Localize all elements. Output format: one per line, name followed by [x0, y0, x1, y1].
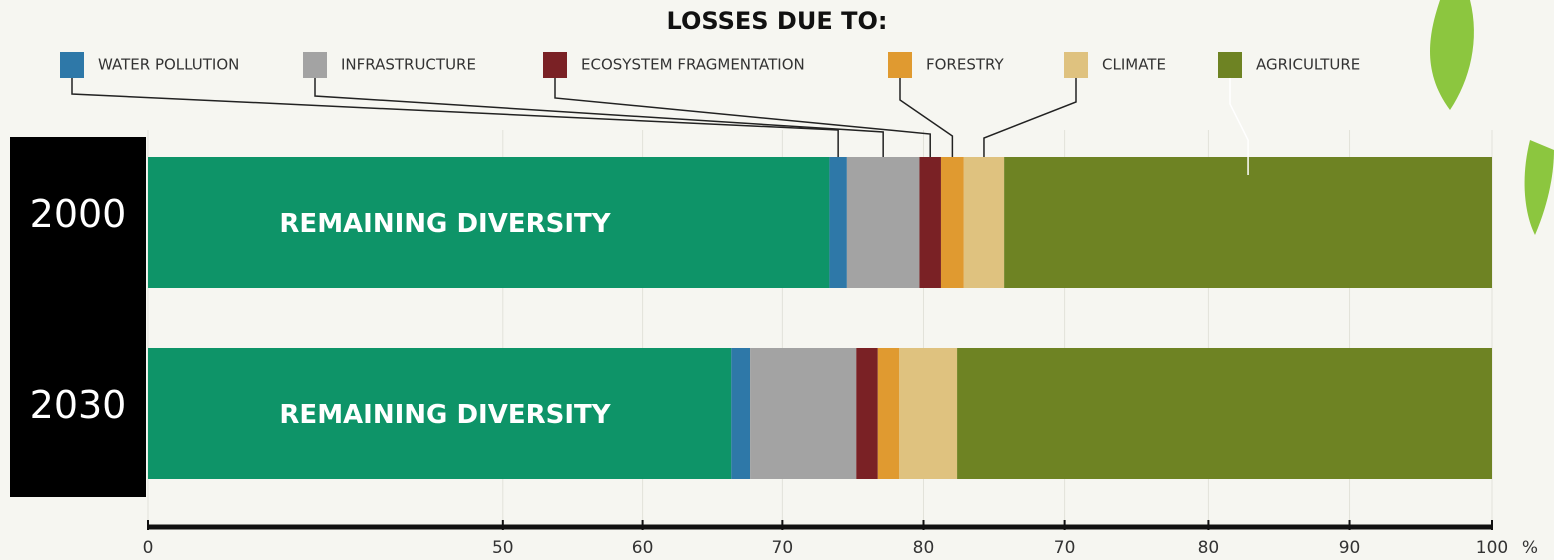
legend-swatch — [1064, 52, 1088, 78]
bar-segment — [148, 157, 830, 288]
legend-label: FORESTRY — [926, 56, 1004, 74]
bar-segment — [148, 348, 732, 479]
bar-label: REMAINING DIVERSITY — [279, 209, 611, 239]
x-tick-label: 60 — [632, 538, 654, 558]
legend-label: INFRASTRUCTURE — [341, 56, 476, 74]
legend-swatch — [1218, 52, 1242, 78]
bar-segment — [963, 157, 1005, 288]
legend-label: ECOSYSTEM FRAGMENTATION — [581, 56, 805, 74]
x-tick-label: 100 — [1476, 538, 1508, 558]
leader-line — [554, 78, 931, 157]
bar-segment — [856, 348, 878, 479]
bar-segment — [846, 157, 920, 288]
axis-unit: % — [1522, 538, 1538, 558]
legend-swatch — [888, 52, 912, 78]
legend-swatch — [303, 52, 327, 78]
leader-line — [314, 78, 884, 157]
leaf-decoration — [1524, 140, 1554, 235]
x-tick-label: 50 — [492, 538, 514, 558]
bar-segment — [750, 348, 857, 479]
bar-label: REMAINING DIVERSITY — [279, 400, 611, 430]
bar-segment — [1004, 157, 1492, 288]
legend-label: AGRICULTURE — [1256, 56, 1360, 74]
x-tick-label: 70 — [1054, 538, 1076, 558]
legend-label: WATER POLLUTION — [98, 56, 239, 74]
legend-title: LOSSES DUE TO: — [667, 7, 888, 35]
bar-segment — [940, 157, 964, 288]
x-tick-label: 70 — [772, 538, 794, 558]
x-tick-label: 80 — [1198, 538, 1220, 558]
category-label: 2000 — [30, 192, 127, 236]
legend-swatch — [60, 52, 84, 78]
x-tick-label: 90 — [1339, 538, 1361, 558]
legend-label: CLIMATE — [1102, 56, 1166, 74]
bar-segment — [899, 348, 958, 479]
x-tick-label: 80 — [913, 538, 935, 558]
leader-line — [1229, 78, 1249, 175]
bar-segment — [957, 348, 1492, 479]
bar-segment — [731, 348, 751, 479]
year-panel — [10, 137, 146, 497]
x-tick-label: 0 — [143, 538, 154, 558]
leader-line — [899, 78, 954, 157]
leaf-decoration — [1430, 0, 1474, 110]
bar-segment — [829, 157, 847, 288]
bar-segment — [877, 348, 900, 479]
category-label: 2030 — [30, 383, 127, 427]
leader-line — [71, 78, 839, 157]
leader-line — [983, 78, 1077, 157]
bar-segment — [919, 157, 941, 288]
legend-swatch — [543, 52, 567, 78]
